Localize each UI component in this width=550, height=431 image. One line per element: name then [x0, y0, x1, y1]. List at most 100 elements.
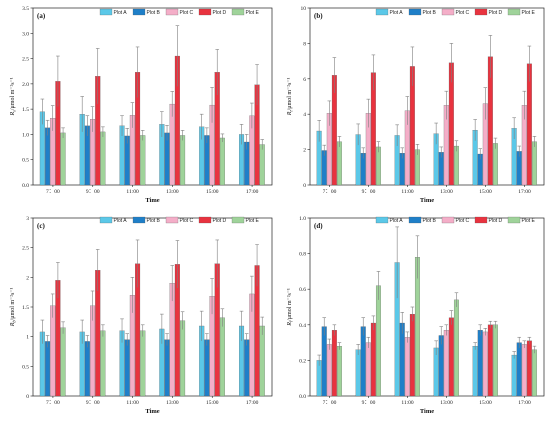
x-tick-label: 7：00	[46, 400, 60, 406]
x-tick-label: 9：00	[86, 189, 100, 195]
bar	[180, 320, 186, 397]
bar	[244, 339, 250, 397]
y-axis-label-sub: b	[12, 320, 17, 323]
legend-swatch	[165, 8, 179, 16]
legend-entry: Plot E	[246, 10, 260, 16]
legend-entry: Plot C	[456, 10, 470, 16]
x-tick-label: 15:00	[479, 189, 492, 195]
y-axis-label-unit: /μmol m⁻²s⁻¹	[287, 78, 293, 111]
y-tick-label: 1	[26, 335, 29, 341]
bar	[438, 335, 444, 397]
y-axis-label-sub: t	[289, 110, 294, 112]
y-tick-label: 6	[303, 77, 306, 83]
x-tick-label: 7：00	[323, 189, 337, 195]
x-tick-label: 17:00	[518, 189, 531, 195]
bar	[355, 349, 361, 397]
bar	[526, 63, 532, 186]
y-axis-label-main: R	[10, 112, 16, 117]
legend-swatch	[441, 8, 455, 16]
legend-swatch	[198, 216, 212, 224]
legend-swatch	[132, 216, 146, 224]
legend: Plot A Plot B Plot C Plot D Plot E	[375, 8, 536, 16]
y-tick-label: 3	[26, 216, 29, 222]
x-tick-label: 11:00	[126, 189, 139, 195]
legend-swatch	[441, 216, 455, 224]
bar	[321, 326, 327, 397]
bar	[511, 354, 517, 397]
x-tick-label: 13:00	[440, 189, 453, 195]
bar	[399, 322, 405, 397]
bar	[219, 137, 225, 186]
y-axis-label-sub: l	[289, 320, 294, 322]
x-axis-label: Time	[145, 408, 159, 415]
panel-label: (d)	[314, 222, 323, 230]
legend-swatch	[474, 216, 488, 224]
bar	[164, 339, 170, 397]
y-tick-label: 0.8	[299, 252, 306, 258]
plot-frame	[32, 7, 273, 186]
panel-label: (a)	[37, 12, 46, 20]
y-axis-label-unit: /μmol m⁻²s⁻¹	[287, 288, 293, 321]
bar	[336, 346, 342, 397]
legend: Plot A Plot B Plot C Plot D Plot E	[99, 216, 260, 224]
bar	[404, 337, 410, 397]
bar	[482, 331, 488, 397]
chart-panel-c: 0 0.5 1 1.5 2 2.5 3 7：00 9：00 11:00 13:00 15:00 17:0…	[10, 216, 273, 415]
y-tick-label: 4	[303, 112, 306, 118]
bar	[443, 330, 449, 397]
panel-label: (c)	[37, 222, 45, 230]
x-tick-label: 15:00	[479, 400, 492, 406]
y-axis-label: Rb/μmol m⁻²s⁻¹	[10, 288, 17, 328]
y-tick-label: 2.5	[22, 246, 29, 252]
bar	[521, 344, 527, 397]
y-tick-label: 2	[303, 148, 306, 154]
legend-entry: Plot A	[114, 218, 128, 224]
bar	[100, 131, 106, 186]
x-axis-label: Time	[145, 197, 159, 204]
legend-entry: Plot A	[390, 10, 404, 16]
bar	[180, 135, 186, 186]
y-tick-label: 3.5	[22, 6, 29, 12]
legend-entry: Plot E	[246, 218, 260, 224]
x-tick-label: 7：00	[46, 189, 60, 195]
legend: Plot A Plot B Plot C Plot D Plot E	[375, 216, 536, 224]
legend-entry: Plot B	[147, 10, 161, 16]
bar	[204, 339, 210, 397]
y-tick-label: 1.0	[299, 216, 306, 222]
x-tick-label: 9：00	[362, 189, 376, 195]
bar	[164, 132, 170, 186]
y-tick-label: 3.0	[22, 31, 29, 37]
y-tick-label: 1.0	[22, 132, 29, 138]
legend-entry: Plot C	[180, 10, 194, 16]
y-tick-label: 0.2	[299, 358, 306, 364]
legend-entry: Plot A	[390, 218, 404, 224]
legend-swatch	[165, 216, 179, 224]
x-tick-label: 17:00	[246, 400, 259, 406]
bar	[453, 299, 459, 397]
plot-frame	[309, 7, 545, 186]
y-axis-label: Rs/μmol m⁻²s⁻¹	[10, 77, 17, 116]
x-tick-label: 7：00	[323, 400, 337, 406]
bar	[526, 340, 532, 397]
bar	[409, 313, 415, 397]
x-tick-label: 17:00	[246, 189, 259, 195]
legend-entry: Plot B	[423, 218, 437, 224]
y-tick-label: 10	[301, 6, 307, 12]
plot-frame	[32, 217, 273, 397]
legend-entry: Plot D	[489, 218, 503, 224]
bar	[259, 325, 265, 397]
y-tick-label: 0.6	[299, 287, 306, 293]
bar	[259, 144, 265, 186]
legend-swatch	[132, 8, 146, 16]
legend-entry: Plot C	[180, 218, 194, 224]
legend-swatch	[474, 8, 488, 16]
chart-panel-a: 0.0 0.5 1.0 1.5 2.0 2.5 3.0 3.5 7：00 9：00 11:00 13:…	[10, 6, 273, 204]
chart-panel-b: 0 2 4 6 8 10 7：00 9：00 11:00 13:00 15:00 17:00 Time R…	[287, 6, 545, 204]
y-axis-label-sub: s	[12, 110, 17, 112]
legend-swatch	[408, 8, 422, 16]
y-axis-label-unit: /μmol m⁻²s⁻¹	[10, 77, 16, 110]
x-tick-label: 9：00	[86, 400, 100, 406]
bar	[140, 135, 146, 186]
chart-panel-d: 0.0 0.2 0.4 0.6 0.8 1.0 7：00 9：00 11:00 13:00 15:0…	[287, 216, 545, 415]
